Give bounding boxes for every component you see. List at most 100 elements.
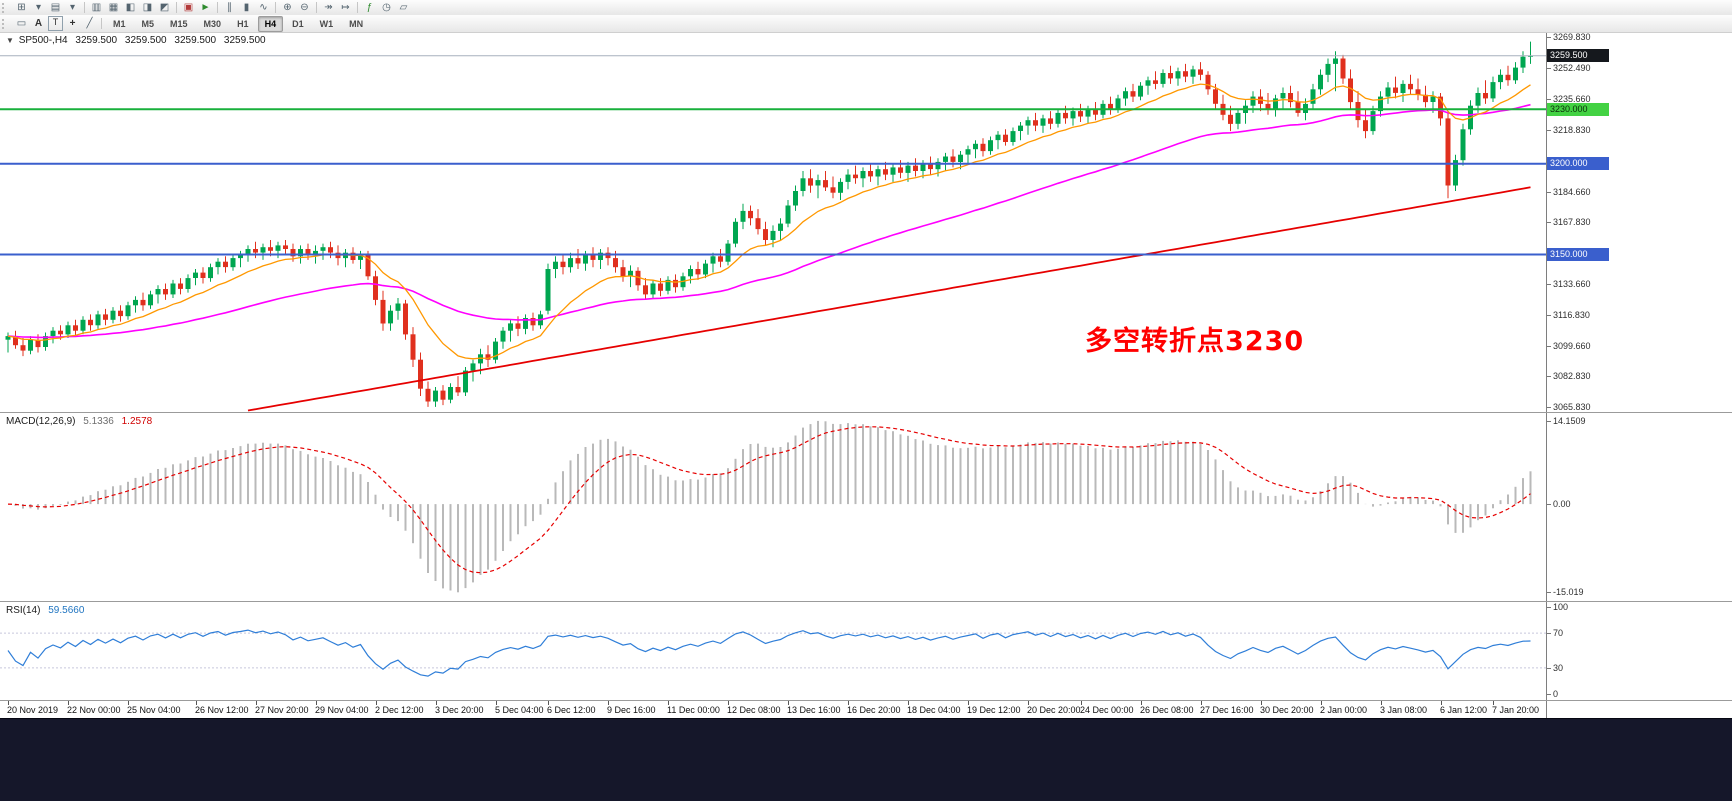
new-chart-icon[interactable]: ⊞ [17,2,26,13]
market-watch-icon[interactable]: ▥ [91,2,102,13]
rsi-indicator-panel[interactable]: RSI(14) 59.5660 100 70 30 0 [0,602,1732,700]
time-axis-label: 26 Dec 08:00 [1140,705,1194,715]
time-axis-tick [68,701,69,705]
price-axis-label: 3167.830 [1553,217,1591,227]
rsi-axis-label: 70 [1553,628,1564,638]
rsi-plot[interactable] [0,602,1546,700]
trendline-button[interactable]: ╱ [86,18,93,29]
auto-scroll-icon[interactable]: ↠ [324,2,333,13]
time-axis-tick [376,701,377,705]
price-axis-tick [1547,192,1551,193]
time-axis-label: 3 Dec 20:00 [435,705,484,715]
time-axis-label: 27 Nov 20:00 [255,705,309,715]
timeframe-m5-button[interactable]: M5 [141,18,155,29]
rsi-title: RSI(14) [6,605,41,616]
time-axis-label: 7 Jan 20:00 [1492,705,1540,715]
new-chart-menu-icon[interactable]: ▾ [35,2,42,13]
panel-resize-separator[interactable] [0,700,1732,701]
crosshair-button[interactable]: + [69,18,76,29]
chart-shift-icon[interactable]: ↦ [341,2,350,13]
rsi-axis-label: 0 [1553,689,1559,699]
toolbar-separator [176,2,177,13]
toolbar-drag-handle[interactable] [2,2,9,13]
macd-axis-label: -15.019 [1553,587,1584,597]
time-axis-tick [256,701,257,705]
chart-line-icon[interactable]: ∿ [259,2,268,13]
toolbar-drag-handle[interactable] [2,18,9,29]
navigator-icon[interactable]: ◧ [125,2,136,13]
new-order-icon[interactable]: ▣ [183,2,194,13]
autotrading-icon[interactable]: ► [200,2,211,13]
time-axis-label: 11 Dec 00:00 [667,705,720,715]
data-window-icon[interactable]: ▦ [108,2,119,13]
cursor-button[interactable]: ▭ [16,18,27,29]
timeframe-m15-button[interactable]: M15 [170,18,188,29]
price-axis-tick [1547,68,1551,69]
chart-candlesticks-icon[interactable]: ▮ [243,2,250,13]
templates-menu-icon[interactable]: ▱ [399,2,408,13]
price-axis-tick [1547,346,1551,347]
price-axis-separator [1546,32,1547,718]
price-axis-tick [1547,407,1551,408]
time-axis-label: 12 Dec 08:00 [727,705,781,715]
taskbar[interactable] [0,718,1732,801]
periods-menu-icon[interactable]: ◷ [382,2,391,13]
timeframe-m30-button[interactable]: M30 [203,18,222,29]
chart-text-annotation: 多空转折点3230 [1085,326,1305,357]
macd-axis-label: 14.1509 [1553,416,1586,426]
text-annotation-button[interactable]: A [34,18,43,29]
time-axis-label: 9 Dec 16:00 [607,705,656,715]
price-axis-tick [1547,37,1551,38]
time-axis-tick [1081,701,1082,705]
indicators-list-icon[interactable]: ƒ [366,2,373,13]
profiles-menu-icon[interactable]: ▾ [69,2,76,13]
timeframe-d1-button[interactable]: D1 [292,18,304,29]
timeframe-h1-button[interactable]: H1 [237,18,249,29]
rsi-axis-label: 100 [1553,602,1569,612]
strategy-tester-icon[interactable]: ◩ [159,2,170,13]
time-axis-tick [1201,701,1202,705]
price-axis-tick [1547,130,1551,131]
timeframe-h4-button[interactable]: H4 [257,15,284,32]
price-axis-tick [1547,376,1551,377]
time-axis-label: 26 Nov 12:00 [195,705,249,715]
zoom-in-icon[interactable]: ⊕ [283,2,292,13]
terminal-icon[interactable]: ◨ [142,2,153,13]
time-axis-label: 2 Dec 12:00 [375,705,424,715]
price-tag: 3259.500 [1547,49,1609,62]
time-axis-label: 19 Dec 12:00 [967,705,1021,715]
panel-resize-separator[interactable] [0,601,1732,602]
macd-signal-value: 1.2578 [121,416,153,427]
toolbar-separator [357,2,358,13]
time-axis[interactable]: 20 Nov 2019 22 Nov 00:00 25 Nov 04:00 26 No… [0,701,1732,718]
candlestick-plot[interactable] [0,32,1546,412]
toolbar-separator [217,2,218,13]
rsi-axis-tick [1547,694,1551,695]
one-click-trading-toggle-icon[interactable]: ▼ [6,36,14,45]
timeframe-m1-button[interactable]: M1 [113,18,126,29]
timeframe-w1-button[interactable]: W1 [319,18,334,29]
macd-indicator-panel[interactable]: MACD(12,26,9) 5.1336 1.2578 14.1509 0.00 -… [0,413,1732,601]
time-axis-tick [128,701,129,705]
ohlc-close-value: 3259.500 [223,35,266,46]
macd-value: 5.1336 [83,416,114,427]
text-label-button[interactable]: T [48,16,63,31]
price-axis-label: 3218.830 [1553,125,1591,135]
time-axis-label: 2 Jan 00:00 [1320,705,1368,715]
panel-resize-separator[interactable] [0,412,1732,413]
ohlc-low-value: 3259.500 [174,35,217,46]
time-axis-tick [1441,701,1442,705]
timeframe-mn-button[interactable]: MN [349,18,364,29]
price-chart-panel[interactable]: ▼ SP500-,H4 3259.500 3259.500 3259.500 3… [0,32,1732,412]
time-axis-tick [1028,701,1029,705]
chart-area: ▼ SP500-,H4 3259.500 3259.500 3259.500 3… [0,32,1732,718]
price-axis-label: 3184.660 [1553,187,1591,197]
toolbar-separator [275,2,276,13]
toolbar-separator [101,18,102,29]
chart-bars-icon[interactable]: ∥ [227,2,232,13]
price-axis-label: 3082.830 [1553,371,1591,381]
profiles-icon[interactable]: ▤ [50,2,61,13]
zoom-out-icon[interactable]: ⊖ [300,2,309,13]
macd-plot[interactable] [0,413,1546,601]
rsi-axis-label: 30 [1553,663,1564,673]
